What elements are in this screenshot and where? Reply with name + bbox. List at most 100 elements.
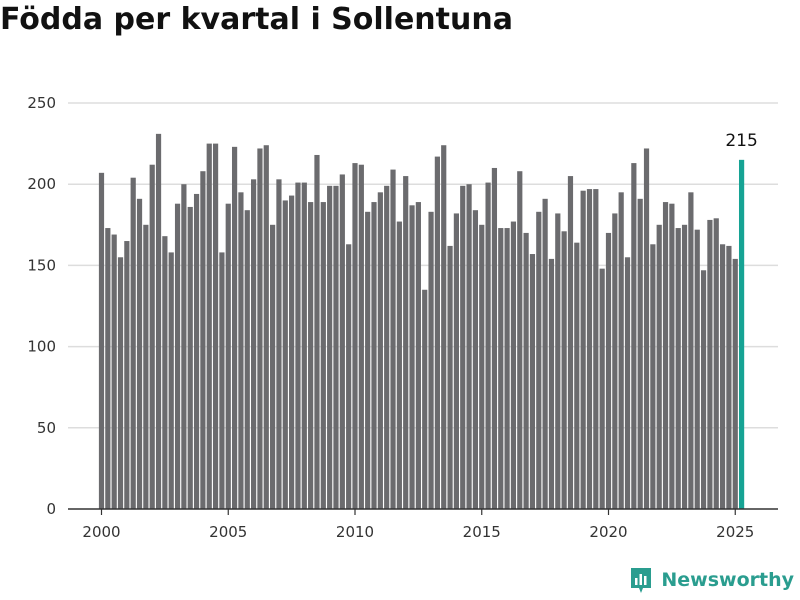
y-tick-label: 0	[46, 500, 56, 518]
chart-title: Födda per kvartal i Sollentuna	[0, 2, 513, 37]
bar	[605, 232, 612, 510]
bar	[136, 198, 143, 510]
bar	[498, 228, 504, 509]
bar	[479, 224, 485, 510]
bar	[181, 184, 187, 509]
bar	[231, 146, 238, 509]
bars	[98, 133, 745, 510]
bar	[726, 245, 732, 510]
bar	[422, 289, 428, 509]
x-tick-label: 2000	[82, 523, 120, 541]
bar	[656, 224, 662, 510]
bar	[396, 221, 402, 509]
y-axis-ticks: 0 50 100 150 200 250	[27, 94, 56, 518]
bar	[669, 203, 675, 510]
bar	[719, 244, 726, 509]
bar	[143, 224, 149, 510]
last-value-label: 215	[725, 131, 757, 151]
bar	[200, 171, 206, 509]
bar	[700, 270, 707, 509]
bar	[466, 184, 472, 509]
bar	[555, 213, 561, 509]
bar	[675, 228, 681, 509]
bar	[491, 167, 498, 509]
bar	[308, 202, 314, 509]
bar	[130, 177, 136, 510]
newsworthy-icon	[631, 568, 652, 593]
bar	[320, 202, 326, 509]
bar	[327, 185, 333, 509]
bar	[415, 202, 421, 509]
bar	[314, 154, 320, 509]
bar	[529, 254, 536, 509]
bar	[111, 234, 117, 509]
bar	[599, 268, 605, 509]
bar	[542, 198, 548, 510]
x-tick-label: 2025	[716, 523, 754, 541]
bar	[238, 192, 244, 509]
highlighted-bar	[738, 159, 745, 509]
bar	[124, 241, 130, 510]
bar	[162, 236, 168, 509]
bar	[561, 231, 567, 509]
bar	[548, 258, 555, 509]
bar	[472, 210, 479, 509]
bar	[276, 179, 282, 509]
bar	[586, 189, 593, 509]
bar	[295, 182, 301, 510]
bar	[377, 192, 383, 509]
bar	[567, 176, 574, 509]
bar	[187, 206, 193, 509]
bar	[434, 156, 440, 510]
bar	[428, 211, 434, 510]
bar	[168, 252, 174, 509]
y-tick-label: 200	[27, 175, 56, 193]
bar	[289, 195, 295, 509]
bar	[270, 224, 276, 510]
bar	[98, 172, 105, 509]
bar	[580, 190, 586, 510]
brand-logo[interactable]: Newsworthy	[629, 566, 794, 594]
bar	[206, 143, 212, 509]
bar	[174, 203, 181, 510]
bar	[523, 232, 529, 510]
bar	[447, 245, 453, 510]
bar	[105, 228, 111, 509]
bar	[251, 179, 257, 509]
bar	[536, 211, 542, 510]
bar	[612, 213, 618, 509]
x-axis-ticks: 2000 2005 2010 2015 2020 2025	[68, 508, 778, 541]
bar	[371, 202, 377, 509]
y-tick-label: 150	[27, 256, 56, 274]
bar	[358, 164, 364, 509]
bar	[263, 145, 269, 509]
bar	[643, 148, 650, 510]
bar	[485, 182, 491, 510]
bar	[257, 148, 263, 510]
bar	[282, 200, 288, 509]
brand-name: Newsworthy	[661, 569, 794, 591]
bar	[384, 185, 390, 509]
bar	[688, 192, 694, 509]
bar	[650, 244, 656, 509]
bar	[624, 257, 631, 509]
bar	[517, 171, 523, 509]
x-tick-label: 2005	[209, 523, 247, 541]
bar	[155, 133, 162, 509]
y-tick-label: 100	[27, 338, 56, 356]
data-labels: 215	[725, 131, 757, 151]
bar	[593, 189, 599, 509]
bar	[365, 211, 371, 510]
bar	[346, 244, 352, 509]
bar	[694, 229, 700, 509]
x-tick-label: 2010	[336, 523, 374, 541]
bar	[637, 198, 643, 510]
bar	[631, 163, 637, 509]
bar	[441, 145, 447, 509]
bar	[339, 174, 345, 509]
bar	[219, 252, 225, 509]
bar	[193, 193, 200, 509]
y-tick-label: 50	[37, 419, 56, 437]
bar	[244, 210, 250, 509]
